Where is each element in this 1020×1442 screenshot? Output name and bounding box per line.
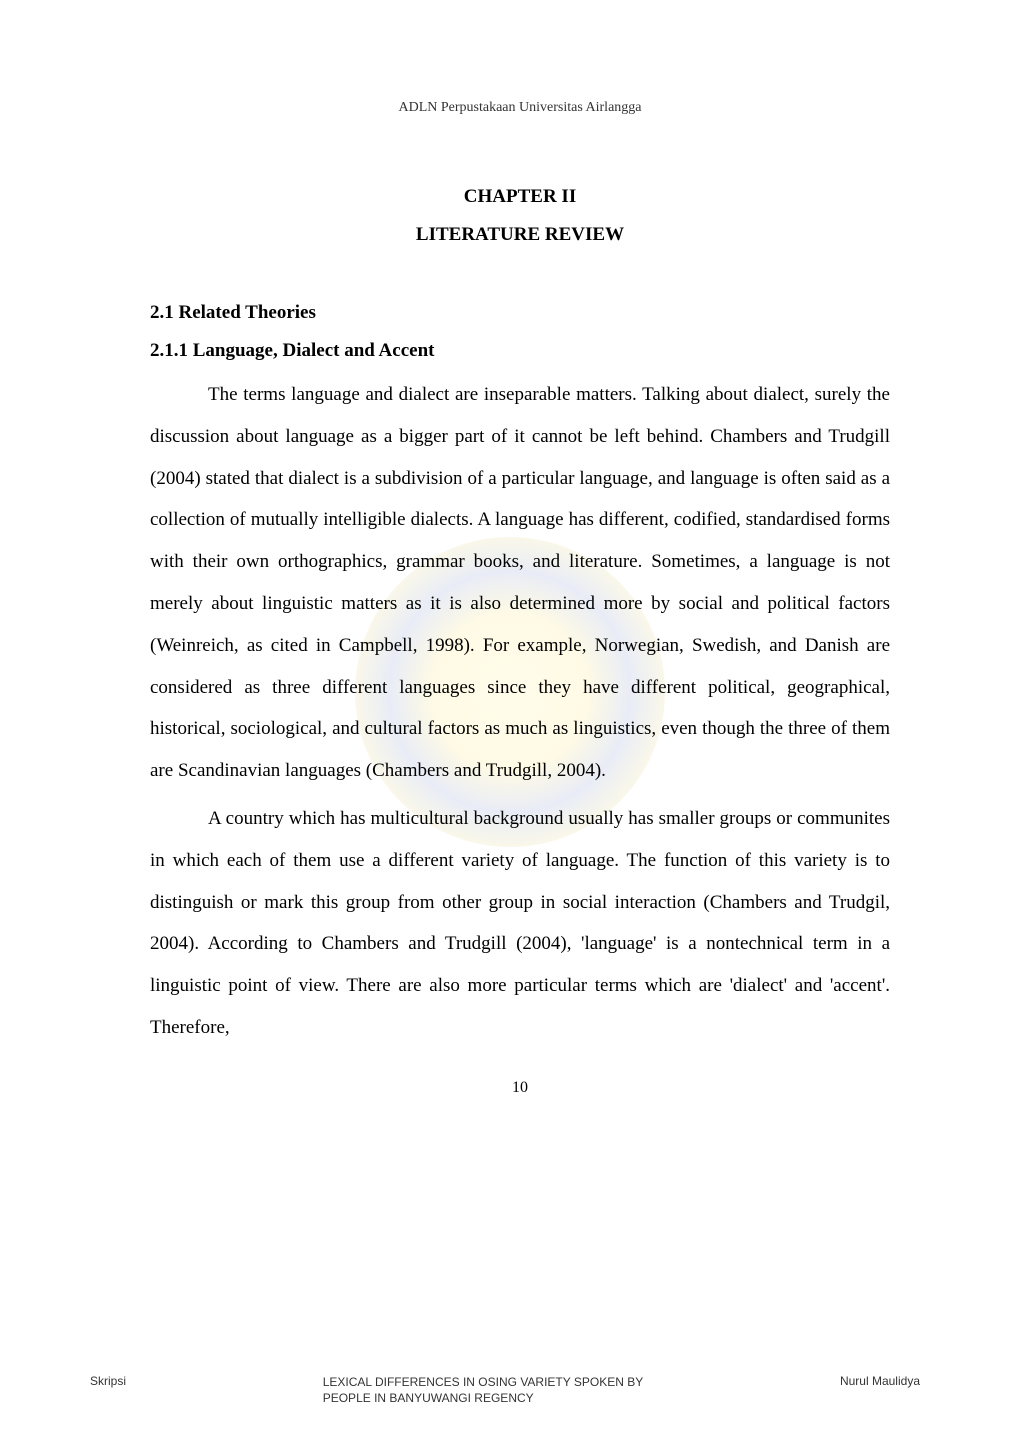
footer-title-line2: PEOPLE IN BANYUWANGI REGENCY xyxy=(323,1390,644,1406)
footer-doc-type: Skripsi xyxy=(90,1374,126,1388)
page-content: ADLN Perpustakaan Universitas Airlangga … xyxy=(0,0,1020,1167)
footer-title: LEXICAL DIFFERENCES IN OSING VARIETY SPO… xyxy=(323,1374,644,1406)
section-heading: 2.1 Related Theories xyxy=(150,302,890,324)
subsection-heading: 2.1.1 Language, Dialect and Accent xyxy=(150,340,890,362)
chapter-subtitle: LITERATURE REVIEW xyxy=(150,224,890,246)
repository-header: ADLN Perpustakaan Universitas Airlangga xyxy=(150,100,890,116)
page-number: 10 xyxy=(150,1079,890,1097)
footer-title-line1: LEXICAL DIFFERENCES IN OSING VARIETY SPO… xyxy=(323,1374,644,1390)
page-footer: Skripsi LEXICAL DIFFERENCES IN OSING VAR… xyxy=(0,1374,1020,1406)
chapter-title: CHAPTER II xyxy=(150,186,890,208)
body-paragraph: The terms language and dialect are insep… xyxy=(150,374,890,792)
footer-author: Nurul Maulidya xyxy=(840,1374,920,1388)
body-paragraph: A country which has multicultural backgr… xyxy=(150,798,890,1049)
